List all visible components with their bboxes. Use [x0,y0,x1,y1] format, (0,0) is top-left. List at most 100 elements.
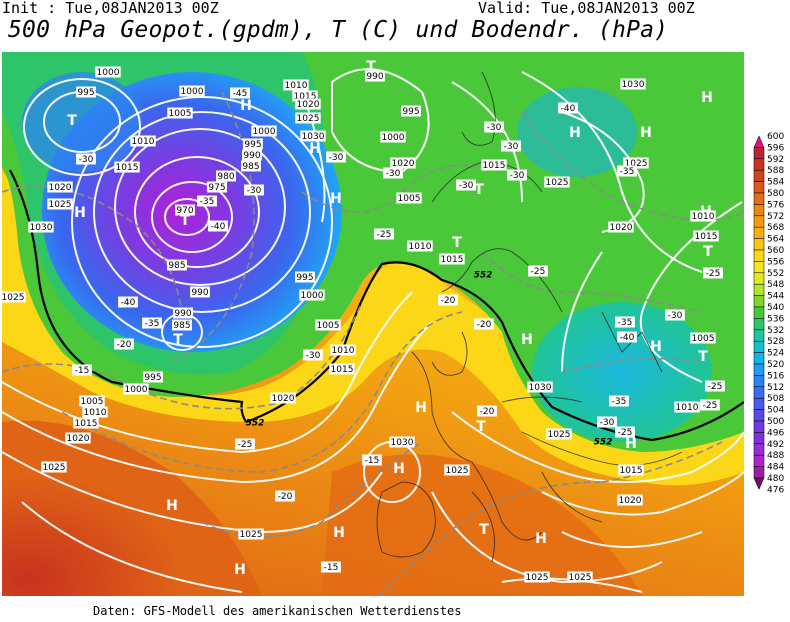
isobar-label: 1015 [75,419,98,429]
isobar-label-box [167,107,193,119]
isobar-label-box [330,344,356,356]
low-pressure-marker: T [67,113,77,129]
temperature-label-box [558,102,578,114]
isobar-label: 1030 [302,132,325,142]
isobar-label-box [190,286,210,298]
temperature-label-box [507,169,527,181]
init-time: Init : Tue,08JAN2013 00Z [2,0,219,17]
low-pressure-marker: T [452,235,462,251]
temperature-label: -30 [487,123,502,133]
legend-swatch [753,329,765,342]
legend-label: 584 [767,178,784,188]
legend-label: 496 [767,428,784,438]
isobar-label: 1010 [332,346,355,356]
isobar-label: 980 [217,172,234,182]
isobar-label-box [2,291,26,303]
temperature-label-box [197,195,217,207]
legend-label: 508 [767,394,784,404]
temperature-label-box [374,228,394,240]
isobar-label-box [270,392,296,404]
isobar-label: 1025 [569,573,592,583]
temperature-label-box [615,426,635,438]
high-pressure-marker: H [701,90,713,106]
legend-swatch [753,409,765,422]
color-legend: 6005965925885845805765725685645605565525… [753,132,784,495]
isobar-label: 1025 [2,293,24,303]
isobar-label-box [390,157,416,169]
temperature-label-box [609,395,629,407]
legend-label: 488 [767,451,784,461]
data-source: Daten: GFS-Modell des amerikanischen Wet… [93,604,462,618]
isobar-label-box [527,381,553,393]
isobar-label-box [123,383,149,395]
isobar-label-box [207,181,227,193]
contour-552-label: 552 [246,419,265,429]
legend-label: 544 [767,292,784,302]
isobar-label-box [238,528,264,540]
temperature-label-box [114,338,134,350]
high-pressure-marker: H [625,436,637,452]
isobar-label-box [242,149,262,161]
legend-label: 480 [767,474,784,484]
temperature-label: -35 [612,397,627,407]
isobar-label: 1015 [620,466,643,476]
isobar-label: 1025 [625,159,648,169]
isobar-label-box [329,363,355,375]
isobar-label: 1000 [301,291,324,301]
high-pressure-marker: H [240,98,252,114]
isobar-label: 1000 [382,133,405,143]
isobar-label-box [690,332,716,344]
high-pressure-marker: H [330,191,342,207]
isobar-labels: 1000 995 1005 1000 1010 1015 1020 1025 1030 1025 1… [2,66,719,583]
legend-swatch [753,192,765,205]
temperature-label: -30 [459,181,474,191]
isobar-label: 1015 [331,365,354,375]
isobar-label: 1000 [253,127,276,137]
isobar-label-box [389,436,415,448]
low-pressure-marker: T [474,182,484,198]
isobar-label: 1025 [43,463,66,473]
high-pressure-marker: H [333,525,345,541]
isobar-label: 985 [168,261,185,271]
temperature-label: -15 [365,456,380,466]
isobar-label: 985 [173,321,190,331]
legend-label: 572 [767,212,784,222]
isobar-label-box [47,181,73,193]
legend-label: 492 [767,440,784,450]
isobar-label-box [546,428,572,440]
temperature-label: -30 [510,171,525,181]
isobar-label: 1000 [181,87,204,97]
legend-label: 520 [767,360,784,370]
isobar-label-box [544,176,570,188]
isobar-label: 975 [208,183,225,193]
isobar-label: 995 [77,88,94,98]
isobar-label: 1005 [81,397,104,407]
temperature-label-box [326,151,346,163]
high-pressure-marker: H [74,205,86,221]
legend-label: 580 [767,189,784,199]
temperature-label-box [456,179,476,191]
isobar-label: 995 [144,373,161,383]
isobar-label: 990 [191,288,208,298]
legend-label: 556 [767,257,784,267]
isobar-label: 1030 [529,383,552,393]
isobar-label: 1005 [398,194,421,204]
legend-swatch [753,352,765,365]
legend-swatch [753,363,765,376]
isobar-label-box [79,395,105,407]
temperature-label-box [118,296,138,308]
legend-swatch [753,238,765,251]
high-pressure-marker: H [393,461,405,477]
legend-swatch [753,432,765,445]
isobar-label-box [130,135,156,147]
isobar-label: 1020 [619,496,642,506]
high-pressure-marker: H [569,125,581,141]
isobar-label-box [241,160,261,172]
isobar-label-box [82,406,108,418]
temperature-label: -25 [238,440,253,450]
temperature-label: -20 [117,340,132,350]
low-pressure-marker: T [173,332,183,348]
isobar-label: 1015 [695,232,718,242]
isobar-label: 1015 [116,163,139,173]
